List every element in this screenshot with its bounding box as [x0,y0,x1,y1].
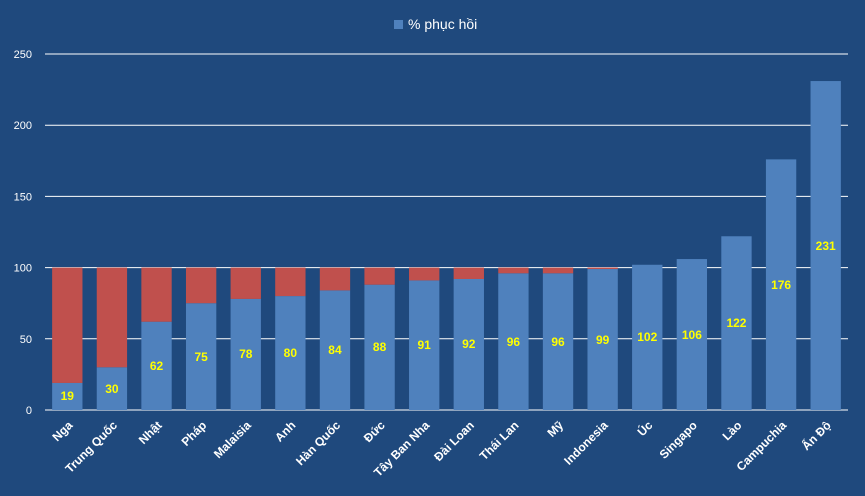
bar-shortfall [453,267,484,279]
data-label: 75 [194,350,208,364]
bar-shortfall [587,267,618,270]
data-label: 19 [61,389,75,403]
y-tick-label: 250 [14,49,32,61]
data-label: 99 [596,333,610,347]
x-tick-label: Nga [49,418,75,444]
data-label: 122 [726,316,746,330]
bar-recovered [676,259,708,410]
bar-recovered [632,264,663,410]
bar-recovered [141,321,172,410]
x-tick-label: Mỹ [544,418,566,440]
bar-recovered [409,280,440,410]
data-label: 96 [551,335,565,349]
bar-shortfall [52,267,83,383]
x-tick-label: Singapo [657,418,700,461]
bar-recovered [498,273,529,410]
bar-shortfall [364,267,395,285]
legend: % phục hồi [394,16,477,32]
x-tick-label: Úc [634,417,656,439]
bar-shortfall [319,267,351,291]
bar-shortfall [498,267,529,274]
bar-shortfall [230,267,261,299]
y-tick-label: 100 [14,263,32,275]
bar-recovered [275,296,306,410]
data-label: 92 [462,337,476,351]
bar-recovered [319,290,351,410]
x-tick-label: Indonesia [561,418,611,468]
x-tick-label: Đức [361,418,388,445]
x-tick-label: Ấn Độ [798,418,834,454]
y-tick-label: 200 [14,120,32,132]
bar-recovered [542,273,574,410]
x-tick-label: Thái Lan [477,418,522,463]
bar-shortfall [542,267,574,274]
bar-recovered [810,81,841,410]
bars [52,81,841,410]
bar-recovered [364,284,395,410]
legend-label: % phục hồi [408,16,477,32]
bar-shortfall [185,267,217,304]
data-label: 62 [150,359,164,373]
bar-recovered [721,236,752,410]
x-tick-label: Anh [272,418,298,444]
bar-shortfall [275,267,306,297]
bar-recovered [185,303,217,410]
data-label: 80 [284,346,298,360]
data-label: 88 [373,340,387,354]
bar-recovered [765,159,797,410]
data-label: 91 [418,338,432,352]
y-axis: 0 50 100 150 200 250 [14,49,32,417]
data-label: 30 [105,382,119,396]
x-tick-label: Lào [720,418,745,443]
x-tick-label: Malaisia [211,418,254,461]
data-label: 96 [507,335,521,349]
data-label: 84 [328,343,342,357]
x-tick-label: Nhật [136,418,165,447]
legend-swatch [394,20,403,29]
y-tick-label: 50 [20,334,32,346]
data-label: 231 [816,239,836,253]
bar-shortfall [96,267,128,368]
data-label: 102 [637,330,657,344]
data-label: 78 [239,347,253,361]
gridlines [45,53,848,411]
x-tick-label: Hàn Quốc [293,418,343,468]
x-tick-label: Pháp [179,418,210,449]
bar-recovered [453,278,484,410]
bar-shortfall [141,267,172,322]
bar-recovered [230,298,261,410]
bar-recovered [587,269,618,410]
bar-recovered [52,382,83,410]
bar-shortfall [409,267,440,281]
bar-recovered [96,367,128,410]
data-labels: 19 30 62 75 78 80 84 88 91 92 96 96 99 102 106 122 176 23… [61,239,836,403]
data-label: 106 [682,328,702,342]
x-tick-label: Đài Loan [431,418,477,464]
data-label: 176 [771,278,791,292]
y-tick-label: 150 [14,191,32,203]
y-tick-label: 0 [26,405,32,417]
